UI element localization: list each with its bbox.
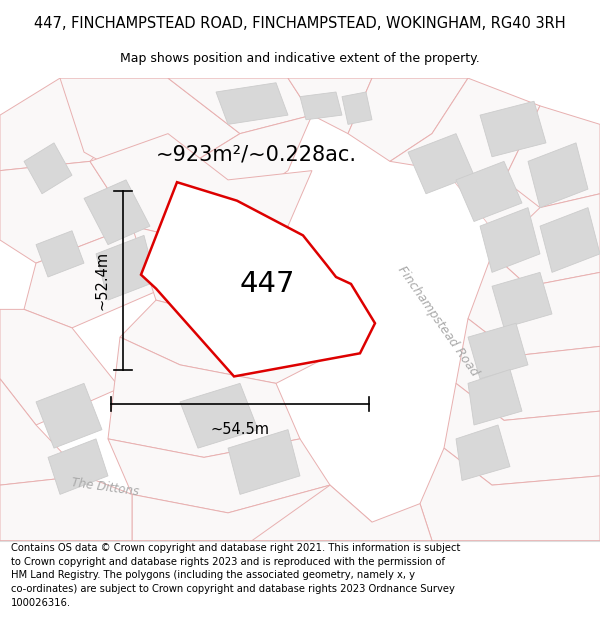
Polygon shape [36, 231, 84, 277]
Polygon shape [228, 429, 300, 494]
Polygon shape [492, 194, 600, 286]
Text: 447: 447 [239, 270, 295, 298]
Polygon shape [48, 439, 108, 494]
Polygon shape [108, 439, 330, 513]
Text: The Dittons: The Dittons [70, 476, 140, 499]
Polygon shape [150, 115, 312, 226]
Polygon shape [0, 78, 168, 171]
Polygon shape [288, 78, 372, 134]
Polygon shape [0, 379, 84, 485]
Polygon shape [480, 101, 546, 157]
Text: ~54.5m: ~54.5m [211, 422, 269, 437]
Polygon shape [342, 92, 372, 124]
Polygon shape [372, 78, 600, 365]
Text: Map shows position and indicative extent of the property.: Map shows position and indicative extent… [120, 52, 480, 65]
Polygon shape [24, 226, 168, 328]
Polygon shape [444, 383, 600, 485]
Polygon shape [0, 476, 132, 541]
Polygon shape [60, 78, 240, 189]
Polygon shape [540, 208, 600, 272]
Polygon shape [456, 161, 522, 221]
Text: Contains OS data © Crown copyright and database right 2021. This information is : Contains OS data © Crown copyright and d… [11, 543, 460, 608]
Polygon shape [132, 226, 312, 319]
Polygon shape [120, 286, 348, 383]
Polygon shape [504, 106, 600, 208]
Polygon shape [216, 82, 288, 124]
Polygon shape [348, 78, 468, 161]
Polygon shape [108, 337, 300, 458]
Polygon shape [96, 236, 156, 300]
Polygon shape [84, 180, 150, 244]
Polygon shape [180, 383, 258, 448]
Polygon shape [528, 143, 588, 208]
Polygon shape [90, 134, 312, 244]
Polygon shape [0, 161, 132, 263]
Polygon shape [141, 182, 375, 376]
Polygon shape [24, 143, 72, 194]
Polygon shape [36, 383, 102, 448]
Polygon shape [390, 78, 540, 180]
Polygon shape [168, 78, 312, 134]
Polygon shape [468, 254, 600, 356]
Polygon shape [456, 425, 510, 481]
Polygon shape [132, 485, 372, 541]
Text: ~923m²/~0.228ac.: ~923m²/~0.228ac. [156, 144, 357, 164]
Polygon shape [456, 319, 600, 421]
Text: 447, FINCHAMPSTEAD ROAD, FINCHAMPSTEAD, WOKINGHAM, RG40 3RH: 447, FINCHAMPSTEAD ROAD, FINCHAMPSTEAD, … [34, 16, 566, 31]
Polygon shape [0, 309, 120, 425]
Polygon shape [408, 134, 474, 194]
Polygon shape [300, 92, 342, 120]
Polygon shape [468, 323, 528, 379]
Polygon shape [492, 272, 552, 328]
Polygon shape [252, 485, 432, 541]
Polygon shape [480, 208, 540, 272]
Polygon shape [468, 369, 522, 425]
Polygon shape [420, 448, 600, 541]
Text: Finchampstead Road: Finchampstead Road [395, 263, 481, 379]
Text: ~52.4m: ~52.4m [95, 251, 110, 310]
